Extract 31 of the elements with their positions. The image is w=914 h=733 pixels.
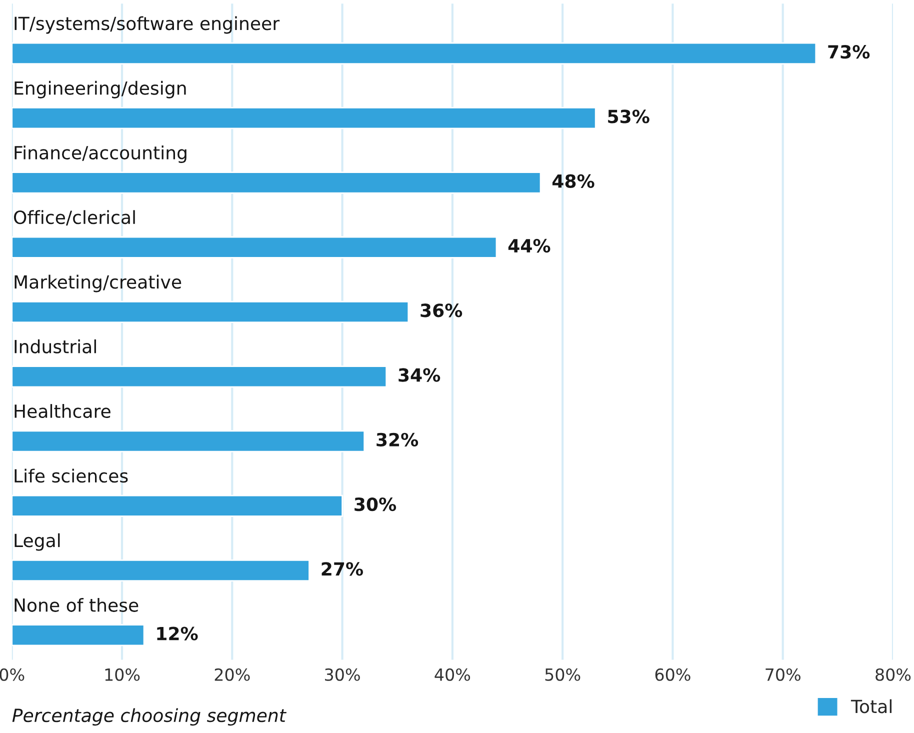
x-tick-label: 40% [434, 668, 470, 681]
x-tick-label: 70% [766, 668, 800, 681]
y-tick-label: Healthcare [14, 404, 110, 418]
data-label: 32% [376, 432, 418, 446]
x-tick-label: 20% [214, 668, 250, 681]
y-tick-label: Legal [14, 533, 60, 551]
data-label: 34% [398, 368, 440, 382]
y-tick-label: Office/clerical [14, 210, 135, 226]
y-tick-label: IT/systems/software engineer [14, 16, 280, 34]
x-tick-label: 60% [655, 668, 690, 681]
x-tick-label: 0% [0, 668, 24, 681]
y-tick-label: None of these [14, 598, 138, 612]
data-label: 73% [828, 45, 870, 59]
data-label: 53% [608, 110, 650, 124]
y-tick-label: Life sciences [14, 468, 128, 483]
data-label: 36% [420, 304, 462, 318]
data-label: 30% [354, 497, 396, 512]
x-tick-label: 30% [325, 668, 360, 681]
data-label: 44% [508, 238, 550, 253]
y-tick-label: Marketing/creative [14, 274, 182, 292]
legend-label: Total [850, 699, 892, 714]
x-tick-label: 50% [545, 668, 580, 681]
x-axis-title: Percentage choosing segment [12, 708, 287, 726]
data-label: 12% [157, 626, 198, 640]
data-label: 27% [322, 562, 364, 576]
y-tick-label: Engineering/design [14, 80, 186, 98]
y-tick-label: Industrial [14, 339, 96, 354]
x-tick-label: 10% [105, 668, 140, 681]
x-tick-label: 80% [876, 668, 911, 681]
y-tick-label: Finance/accounting [14, 146, 186, 163]
data-label: 48% [552, 174, 594, 188]
